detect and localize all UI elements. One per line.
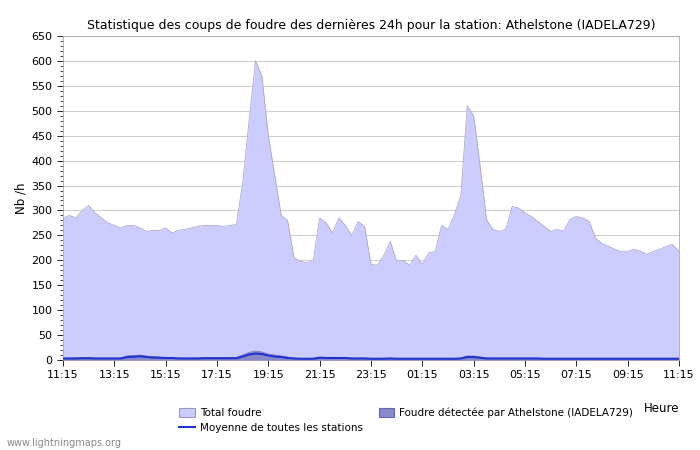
Y-axis label: Nb /h: Nb /h bbox=[14, 182, 27, 214]
Text: Heure: Heure bbox=[643, 402, 679, 415]
Text: www.lightningmaps.org: www.lightningmaps.org bbox=[7, 438, 122, 448]
Title: Statistique des coups de foudre des dernières 24h pour la station: Athelstone (I: Statistique des coups de foudre des dern… bbox=[87, 19, 655, 32]
Legend: Total foudre, Moyenne de toutes les stations, Foudre détectée par Athelstone (IA: Total foudre, Moyenne de toutes les stat… bbox=[179, 407, 634, 433]
